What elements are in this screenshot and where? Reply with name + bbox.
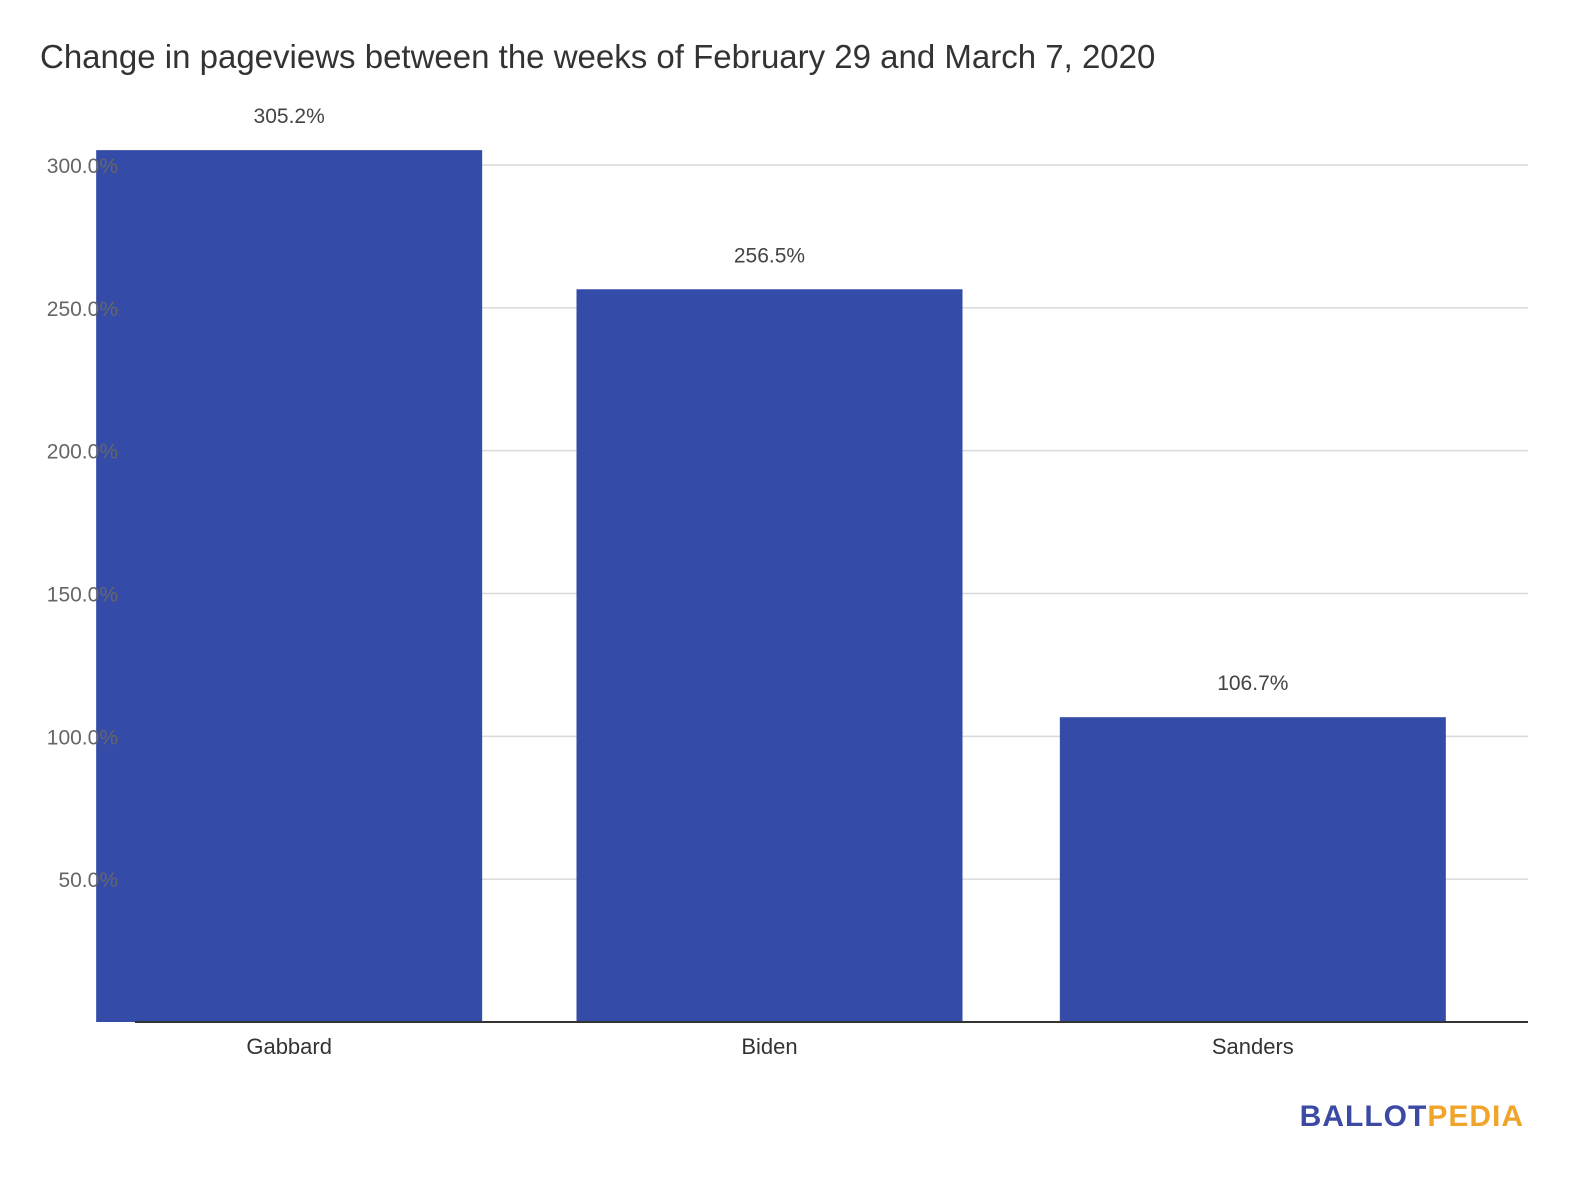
chart-title: Change in pageviews between the weeks of… [40,38,1156,75]
bars [96,150,1446,1023]
labels: 50.0% 100.0% 150.0% 200.0% 250.0% 300.0% 305.2… [47,105,1294,1059]
logo-text-pedia: PEDIA [1427,1100,1524,1133]
data-label: 256.5% [734,244,805,267]
logo-text-ballot: BALLOT [1299,1100,1428,1133]
bar-gabbard [96,150,483,1023]
y-tick-label: 100.0% [47,726,118,749]
data-label: 106.7% [1217,672,1288,695]
x-category-label: Gabbard [246,1034,332,1059]
x-category-label: Sanders [1212,1034,1294,1059]
ballotpedia-logo: BALLOTPEDIA [1300,1100,1524,1134]
y-tick-label: 50.0% [58,869,118,892]
y-tick-label: 200.0% [47,441,118,464]
data-label: 305.2% [254,105,325,128]
x-category-label: Biden [741,1034,797,1059]
bar-biden [576,289,963,1022]
y-tick-label: 150.0% [47,584,118,607]
y-tick-label: 250.0% [47,298,118,321]
bar-sanders [1059,717,1446,1022]
y-tick-label: 300.0% [47,155,118,178]
